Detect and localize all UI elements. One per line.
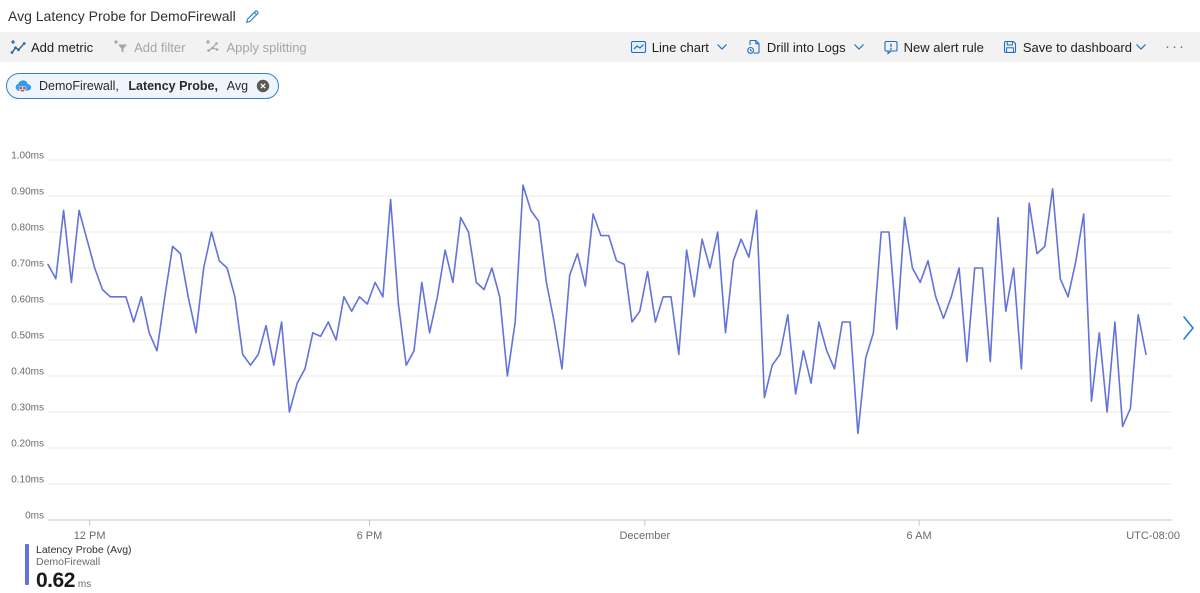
chart-title-row: Avg Latency Probe for DemoFirewall [8, 4, 261, 28]
page-title: Avg Latency Probe for DemoFirewall [8, 8, 236, 24]
y-axis-label: 0.30ms [11, 403, 44, 414]
add-filter-button[interactable]: Add filter [113, 39, 185, 55]
new-alert-rule-button[interactable]: New alert rule [883, 39, 984, 55]
apply-splitting-label: Apply splitting [226, 39, 307, 55]
y-axis-label: 0ms [25, 511, 44, 522]
metrics-toolbar: Add metric Add filter Apply splittin [0, 32, 1200, 62]
more-options-button[interactable]: ··· [1165, 38, 1186, 55]
drill-into-logs-label: Drill into Logs [766, 39, 846, 55]
legend-unit: ms [77, 579, 92, 591]
apply-splitting-button[interactable]: Apply splitting [205, 39, 307, 55]
x-axis-label: 6 PM [357, 530, 383, 542]
add-metric-icon [10, 39, 26, 55]
drill-into-logs-icon [746, 39, 762, 55]
toolbar-right-group: Line chart Drill into Logs [630, 32, 1186, 62]
x-axis-label: 12 PM [74, 530, 106, 542]
chip-aggregation: Avg [223, 79, 249, 93]
chip-resource: DemoFirewall, [39, 79, 123, 93]
save-to-dashboard-label: Save to dashboard [1022, 39, 1132, 55]
chevron-down-icon [853, 43, 865, 51]
metric-chart[interactable]: 1.00ms 0.90ms 0.80ms 0.70ms 0.60ms 0.50ms 0.40… [0, 150, 1200, 548]
apply-splitting-icon [205, 39, 221, 55]
save-to-dashboard-button[interactable]: Save to dashboard [1002, 39, 1147, 55]
toolbar-left-group: Add metric Add filter Apply splittin [10, 39, 307, 55]
chart-type-label: Line chart [651, 39, 709, 55]
add-filter-icon [113, 39, 129, 55]
y-axis-label: 1.00ms [11, 151, 44, 162]
legend-resource-label: DemoFirewall [36, 556, 101, 569]
add-filter-label: Add filter [134, 39, 186, 55]
chevron-down-icon [1135, 43, 1147, 51]
chart-legend[interactable]: Latency Probe (Avg) DemoFirewall 0.62 ms [25, 544, 132, 593]
line-chart-icon [630, 39, 647, 55]
x-axis-label: December [619, 530, 670, 542]
y-axis-label: 0.40ms [11, 367, 44, 378]
timezone-label: UTC-08:00 [1126, 530, 1180, 542]
y-axis-label: 0.10ms [11, 475, 44, 486]
add-metric-button[interactable]: Add metric [10, 39, 93, 55]
legend-series-label: Latency Probe (Avg) [36, 544, 132, 556]
save-icon [1002, 39, 1018, 55]
legend-value: 0.62 [36, 569, 75, 593]
chip-metric: Latency Probe, [128, 79, 218, 93]
y-axis-label: 0.80ms [11, 223, 44, 234]
y-axis-label: 0.90ms [11, 187, 44, 198]
y-axis-label: 0.50ms [11, 331, 44, 342]
firewall-icon [14, 79, 33, 94]
close-icon[interactable] [256, 79, 270, 93]
y-axis-label: 0.60ms [11, 295, 44, 306]
drill-into-logs-button[interactable]: Drill into Logs [746, 39, 865, 55]
x-axis-label: 6 AM [907, 530, 932, 542]
y-axis-label: 0.70ms [11, 259, 44, 270]
scroll-right-chevron-icon[interactable] [1182, 314, 1198, 344]
legend-color-bar [25, 544, 29, 585]
metric-chip[interactable]: DemoFirewall, Latency Probe, Avg [6, 73, 280, 99]
series-line [47, 184, 1147, 435]
add-metric-label: Add metric [31, 39, 94, 55]
new-alert-rule-label: New alert rule [903, 39, 984, 55]
chevron-down-icon [716, 43, 728, 51]
chart-type-button[interactable]: Line chart [630, 39, 728, 55]
y-axis-label: 0.20ms [11, 439, 44, 450]
edit-title-icon[interactable] [244, 8, 261, 25]
new-alert-rule-icon [883, 39, 899, 55]
